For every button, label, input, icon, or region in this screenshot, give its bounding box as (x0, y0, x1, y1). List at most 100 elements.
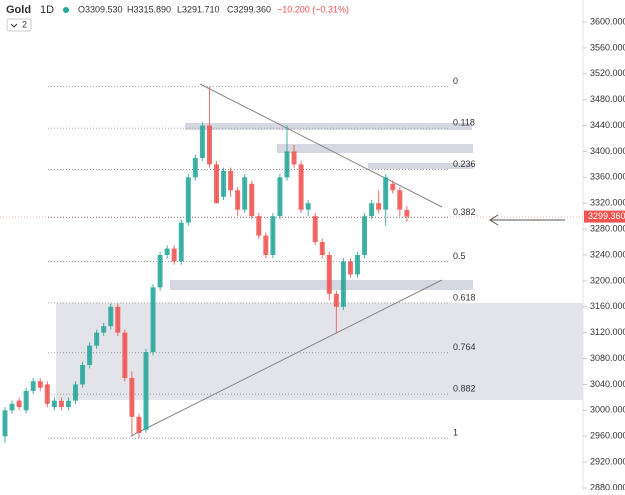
last-price-box (584, 210, 625, 223)
indicator-count[interactable]: 2 (22, 19, 27, 29)
candle-body (291, 151, 297, 165)
zone (185, 123, 472, 130)
y-tick-label: 3440.000 (590, 120, 625, 130)
y-tick-label: 3040.000 (590, 379, 625, 389)
zone (277, 144, 473, 153)
candle-body (16, 400, 22, 408)
candle-body (214, 164, 219, 204)
y-tick-label: 2920.000 (590, 456, 625, 466)
candle-body (235, 190, 241, 210)
trendline (130, 279, 443, 437)
candle-body (298, 164, 304, 210)
candle-body (94, 332, 100, 346)
candle-body (80, 365, 86, 385)
candle-body (206, 125, 212, 165)
fib-label: 0.118 (453, 118, 475, 128)
fib-label: 0.382 (453, 207, 476, 217)
candle-body (178, 222, 184, 262)
chevron (10, 23, 18, 28)
fib-label: 0 (453, 76, 458, 86)
y-tick-label: 3200.000 (590, 275, 625, 285)
candle-body (284, 151, 290, 178)
candle-body (164, 248, 170, 255)
range-zone (56, 303, 583, 400)
candle-body (355, 255, 360, 275)
high-value: H3315.890 (127, 4, 171, 14)
candle-body (101, 326, 107, 333)
y-tick-label: 3360.000 (590, 172, 625, 182)
candle-body (263, 235, 269, 255)
fib-label: 0.882 (453, 384, 476, 394)
y-tick-label: 3480.000 (590, 94, 625, 104)
candle-body (73, 384, 78, 401)
y-tick-label: 3320.000 (590, 198, 625, 208)
candle-body (305, 203, 311, 210)
candle-body (228, 170, 234, 191)
candle-body (129, 377, 135, 417)
candle-body (221, 170, 227, 197)
candle-body (192, 157, 198, 178)
candle-body (87, 345, 93, 366)
fib-label: 0.5 (453, 251, 466, 261)
candle-body (369, 203, 375, 217)
candle-body (256, 216, 262, 236)
candle-body (404, 209, 410, 217)
candle-body (242, 177, 248, 210)
arrow (489, 214, 565, 226)
y-tick-label: 3000.000 (590, 405, 625, 415)
fib-label: 0.764 (453, 342, 476, 352)
candle-body (65, 400, 71, 408)
y-tick-label: 3400.000 (590, 146, 625, 156)
candle-body (319, 242, 325, 255)
close-value: C3299.360 (227, 4, 271, 14)
interval: 1D (40, 4, 54, 16)
indicator-toggle[interactable] (6, 18, 32, 32)
trendline (199, 83, 443, 208)
candle-body (30, 381, 36, 391)
y-tick-label: 3080.000 (590, 353, 625, 363)
y-tick-label: 2880.000 (590, 482, 625, 490)
fib-label: 1 (453, 428, 458, 438)
y-tick-label: 3280.000 (590, 223, 625, 233)
candle-body (199, 125, 205, 158)
y-tick-label: 3560.000 (590, 42, 625, 52)
status-dot (63, 7, 69, 13)
candle-body (383, 177, 389, 210)
fib-label: 0.236 (453, 159, 476, 169)
candle-body (171, 248, 177, 262)
y-tick-label: 3120.000 (590, 327, 625, 337)
candle-body (397, 190, 403, 210)
candle-body (249, 183, 255, 217)
last-price-label: 3299.360 (588, 211, 625, 221)
candle-body (136, 416, 142, 433)
candle-body (340, 261, 346, 307)
candle-body (37, 381, 43, 388)
candle-body (270, 216, 276, 255)
zone (368, 163, 473, 169)
candle-body (362, 216, 368, 255)
candle-body (277, 177, 283, 217)
candle-body (115, 306, 121, 333)
candle-body (108, 306, 114, 327)
y-tick-label: 3160.000 (590, 301, 625, 311)
candle-body (157, 255, 163, 288)
candle-body (326, 255, 332, 294)
y-tick-label: 3240.000 (590, 249, 625, 259)
fib-label: 0.618 (453, 292, 476, 302)
zone (170, 280, 473, 290)
y-tick-label: 2960.000 (590, 431, 625, 441)
candle-body (390, 183, 396, 191)
candle-body (150, 287, 156, 353)
plot: 0 0.118 0.236 0.382 0.5 0.618 0.764 0.882 1 (2, 76, 476, 443)
candle-body (333, 293, 339, 307)
symbol: Gold (6, 4, 31, 16)
candle-body (312, 216, 318, 243)
candle-body (347, 261, 353, 275)
candle-body (23, 390, 29, 411)
low-value: L3291.710 (177, 4, 220, 14)
candle-body (143, 352, 149, 430)
candle-body (9, 403, 15, 411)
candle-body (185, 177, 191, 223)
candle-body (2, 410, 8, 437)
